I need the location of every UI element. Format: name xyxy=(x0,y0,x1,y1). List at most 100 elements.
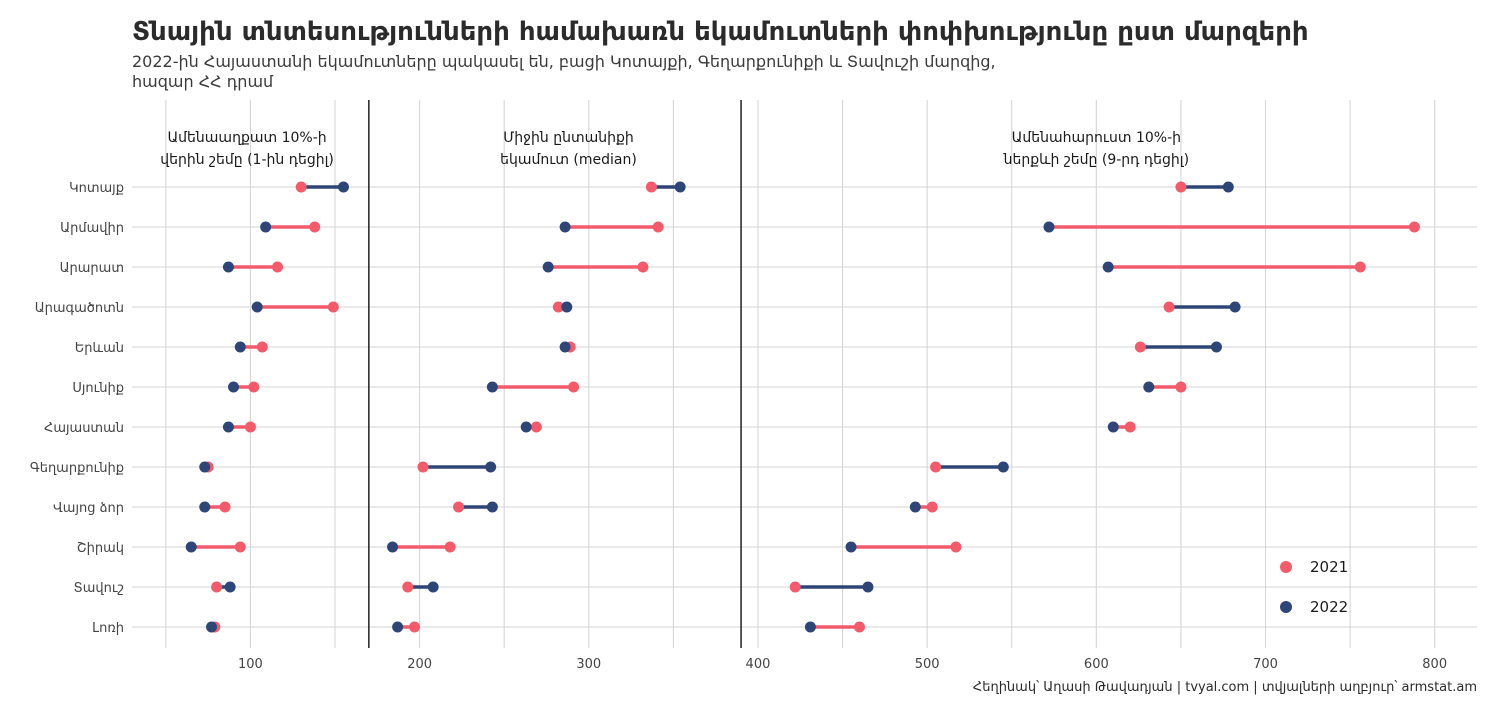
x-tick-label: 700 xyxy=(1253,657,1278,672)
point-2021 xyxy=(552,301,564,313)
x-tick-label: 300 xyxy=(576,657,601,672)
point-2022 xyxy=(997,461,1009,473)
point-2021 xyxy=(453,501,465,513)
dumbbell-segments xyxy=(189,185,1417,629)
point-2021 xyxy=(652,221,664,233)
point-2021 xyxy=(568,381,580,393)
x-axis-tick-labels: 100 200 300 400 500 600 700 800 xyxy=(238,657,1447,672)
point-2021 xyxy=(211,581,223,593)
point-2022 xyxy=(392,621,404,633)
point-2021 xyxy=(637,261,649,273)
point-2022 xyxy=(1210,341,1222,353)
horizontal-gridlines xyxy=(132,186,1477,628)
panel-labels: Ամենաաղքատ 10%-ի վերին շեմը (1-ին դեցիլ) Մ… xyxy=(160,130,1189,168)
y-axis-label: Սյունիք xyxy=(72,381,124,396)
y-axis-label: Գեղարքունիք xyxy=(30,461,124,476)
point-2021 xyxy=(309,221,321,233)
point-2021 xyxy=(444,541,456,553)
point-2022 xyxy=(561,301,573,313)
point-2021 xyxy=(645,181,657,193)
point-2021 xyxy=(1175,181,1187,193)
point-2022 xyxy=(804,621,816,633)
point-2021 xyxy=(950,541,962,553)
legend-label: 2021 xyxy=(1310,558,1348,576)
x-tick-label: 400 xyxy=(746,657,771,672)
point-2021 xyxy=(1354,261,1366,273)
point-2021 xyxy=(530,421,542,433)
point-2022 xyxy=(251,301,263,313)
point-2021 xyxy=(219,501,231,513)
point-2022 xyxy=(909,501,921,513)
x-tick-label: 200 xyxy=(407,657,432,672)
point-2022 xyxy=(1222,181,1234,193)
point-2022 xyxy=(206,621,218,633)
point-2022 xyxy=(199,461,211,473)
y-axis-label: Արարատ xyxy=(60,261,124,276)
point-2022 xyxy=(222,421,234,433)
chart-caption: Հեղինակ՝ Աղասի Թավադյան | tvyal.com | տվ… xyxy=(973,680,1477,695)
x-tick-label: 500 xyxy=(915,657,940,672)
point-2021 xyxy=(256,341,268,353)
panel-label-line2: եկամուտ (median) xyxy=(500,152,637,168)
point-2022 xyxy=(542,261,554,273)
y-axis-label: Վայոց ձոր xyxy=(53,501,124,516)
point-2022 xyxy=(427,581,439,593)
point-2021 xyxy=(926,501,938,513)
point-2021 xyxy=(295,181,307,193)
point-2022 xyxy=(486,381,498,393)
point-2022 xyxy=(559,341,571,353)
chart-title: Տնային տնտեսությունների համախառն եկամուտ… xyxy=(132,17,1309,47)
dumbbell-points xyxy=(185,181,1420,633)
point-2021 xyxy=(327,301,339,313)
point-2022 xyxy=(1107,421,1119,433)
panel-label-line1: Ամենահարուստ 10%-ի xyxy=(1012,130,1181,146)
point-2021 xyxy=(409,621,421,633)
point-2021 xyxy=(1124,421,1136,433)
chart-subtitle-line2: հազար ՀՀ դրամ xyxy=(132,72,274,91)
point-2021 xyxy=(417,461,429,473)
chart-subtitle-line1: 2022-ին Հայաստանի եկամուտները պակասել են… xyxy=(132,52,996,71)
point-2021 xyxy=(789,581,801,593)
vertical-gridlines xyxy=(165,100,1436,648)
point-2021 xyxy=(402,581,414,593)
point-2022 xyxy=(185,541,197,553)
point-2021 xyxy=(244,421,256,433)
point-2021 xyxy=(1134,341,1146,353)
legend-label: 2022 xyxy=(1310,598,1348,616)
y-axis-label: Կոտայք xyxy=(69,181,124,196)
point-2021 xyxy=(234,541,246,553)
point-2021 xyxy=(1175,381,1187,393)
y-axis-label: Լոռի xyxy=(92,621,124,636)
point-2022 xyxy=(234,341,246,353)
y-axis-label: Հայաստան xyxy=(44,421,124,436)
y-axis-labels: Կոտայք Արմավիր Արարատ Արագածոտն Երևան Սյունիք… xyxy=(30,181,124,636)
panel-label-line2: վերին շեմը (1-ին դեցիլ) xyxy=(160,152,334,168)
y-axis-label: Երևան xyxy=(75,341,124,356)
point-2022 xyxy=(559,221,571,233)
point-2022 xyxy=(520,421,532,433)
point-2022 xyxy=(337,181,349,193)
point-2022 xyxy=(485,461,497,473)
y-axis-label: Շիրակ xyxy=(77,541,124,556)
point-2022 xyxy=(387,541,399,553)
point-2022 xyxy=(1043,221,1055,233)
panel-dividers xyxy=(368,100,742,648)
panel-label-line2: ներքևի շեմը (9-րդ դեցիլ) xyxy=(1003,152,1189,168)
panel-label-line1: Ամենաաղքատ 10%-ի xyxy=(167,130,326,146)
point-2022 xyxy=(260,221,272,233)
point-2021 xyxy=(248,381,260,393)
panel-label-line1: Միջին ընտանիքի xyxy=(503,130,634,146)
point-2022 xyxy=(1229,301,1241,313)
y-axis-label: Արմավիր xyxy=(60,221,124,236)
point-2022 xyxy=(845,541,857,553)
point-2022 xyxy=(228,381,240,393)
point-2021 xyxy=(1163,301,1175,313)
point-2022 xyxy=(1143,381,1155,393)
legend-marker xyxy=(1280,601,1292,613)
point-2022 xyxy=(222,261,234,273)
point-2022 xyxy=(199,501,211,513)
x-tick-label: 800 xyxy=(1422,657,1447,672)
point-2021 xyxy=(1408,221,1420,233)
point-2022 xyxy=(674,181,686,193)
point-2022 xyxy=(862,581,874,593)
